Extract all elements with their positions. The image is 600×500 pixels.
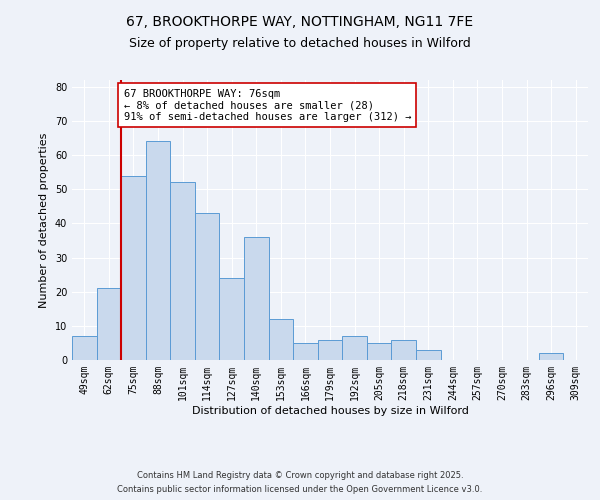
Bar: [121, 176, 146, 360]
X-axis label: Distribution of detached houses by size in Wilford: Distribution of detached houses by size …: [191, 406, 469, 415]
Bar: [318, 340, 342, 360]
Bar: [97, 288, 121, 360]
Bar: [367, 343, 391, 360]
Bar: [293, 343, 318, 360]
Bar: [539, 353, 563, 360]
Bar: [170, 182, 195, 360]
Bar: [195, 213, 220, 360]
Bar: [269, 319, 293, 360]
Y-axis label: Number of detached properties: Number of detached properties: [39, 132, 49, 308]
Bar: [220, 278, 244, 360]
Text: 67 BROOKTHORPE WAY: 76sqm
← 8% of detached houses are smaller (28)
91% of semi-d: 67 BROOKTHORPE WAY: 76sqm ← 8% of detach…: [124, 88, 411, 122]
Bar: [244, 237, 269, 360]
Bar: [146, 142, 170, 360]
Bar: [342, 336, 367, 360]
Bar: [72, 336, 97, 360]
Text: Contains public sector information licensed under the Open Government Licence v3: Contains public sector information licen…: [118, 485, 482, 494]
Text: Contains HM Land Registry data © Crown copyright and database right 2025.: Contains HM Land Registry data © Crown c…: [137, 471, 463, 480]
Text: Size of property relative to detached houses in Wilford: Size of property relative to detached ho…: [129, 38, 471, 51]
Text: 67, BROOKTHORPE WAY, NOTTINGHAM, NG11 7FE: 67, BROOKTHORPE WAY, NOTTINGHAM, NG11 7F…: [127, 15, 473, 29]
Bar: [391, 340, 416, 360]
Bar: [416, 350, 440, 360]
